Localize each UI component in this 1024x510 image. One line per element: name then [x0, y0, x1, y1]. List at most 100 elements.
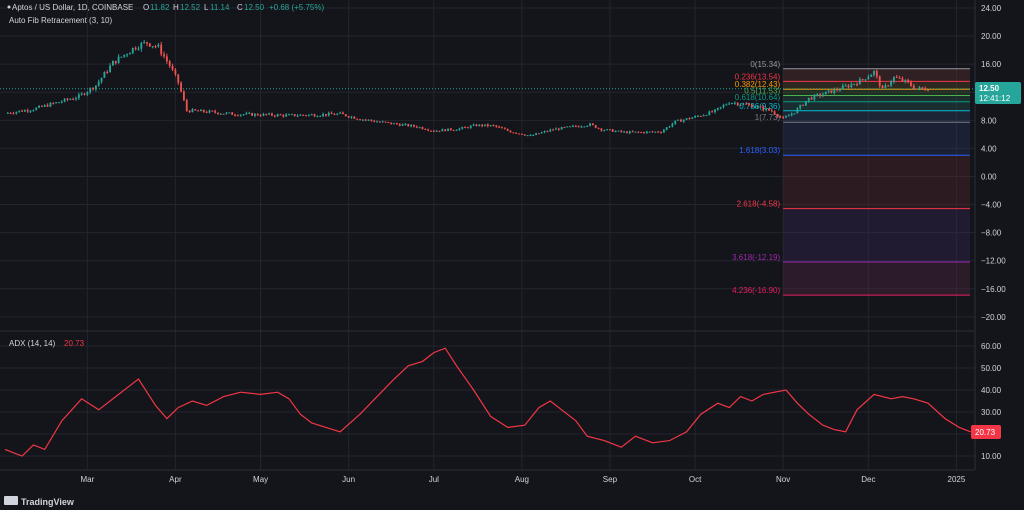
candle-body [540, 132, 543, 134]
candle-body [750, 104, 753, 108]
fib-zone [783, 122, 970, 156]
candle-body [640, 132, 643, 134]
candle-body [109, 65, 112, 73]
candle-body [26, 110, 29, 112]
candle-body [359, 119, 361, 121]
candle-body [185, 100, 188, 111]
candle-body [586, 125, 589, 127]
change-value: +0.68 (+5.75%) [269, 3, 324, 12]
fib-level-label: 0.382(12.43) [735, 80, 781, 89]
time-tick-label: Nov [776, 475, 790, 484]
time-tick-label: Jul [429, 475, 439, 484]
fib-zone [783, 95, 970, 102]
low-label: L [204, 3, 209, 12]
candle-body [143, 42, 146, 44]
candle-body [165, 56, 168, 62]
time-tick-label: Sep [603, 475, 618, 484]
candle-body [574, 125, 577, 127]
candle-body [154, 46, 157, 48]
candle-body [182, 91, 185, 101]
candle-body [475, 124, 478, 127]
candle-body [884, 85, 887, 89]
candle-body [148, 43, 151, 47]
candle-body [307, 114, 310, 116]
tradingview-logo[interactable]: TradingView [4, 496, 75, 507]
candle-body [671, 123, 674, 127]
candle-body [35, 107, 38, 111]
candle-body [833, 89, 836, 93]
candle-body [234, 114, 236, 116]
candle-body [478, 124, 481, 127]
candle-body [43, 104, 46, 107]
candle-body [591, 123, 594, 126]
candle-body [333, 114, 336, 116]
candle-body [787, 115, 790, 117]
time-tick-label: Aug [515, 475, 529, 484]
candle-body [75, 98, 77, 100]
fib-level-label: 4.236(-16.90) [732, 286, 780, 295]
tradingview-logo-icon [4, 496, 18, 505]
candle-body [268, 113, 271, 115]
candle-body [875, 70, 878, 77]
candle-body [18, 110, 21, 112]
candle-body [151, 46, 154, 48]
open-label: O [143, 3, 149, 12]
candle-body [217, 112, 219, 115]
candle-body [438, 130, 441, 132]
high-label: H [173, 3, 179, 12]
fib-layer: 0(15.34) 0.236(13.54)0.382(12.43)0.5(11.5… [0, 60, 975, 296]
candle-body [648, 131, 651, 133]
candle-body [66, 98, 69, 100]
candle-body [549, 129, 552, 132]
candle-body [529, 135, 532, 137]
candle-body [131, 47, 134, 53]
candle-body [537, 133, 540, 135]
candle-body [89, 87, 92, 93]
candle-body [316, 116, 319, 118]
candle-body [918, 87, 921, 89]
candle-body [796, 108, 799, 114]
candle-body [72, 99, 75, 101]
candle-body [404, 124, 407, 126]
candle-body [134, 47, 137, 50]
candle-body [177, 74, 180, 83]
candle-body [32, 110, 35, 112]
candle-body [168, 61, 171, 67]
candle-body [830, 90, 833, 93]
adx-tag-box [971, 425, 1001, 439]
candle-body [799, 104, 802, 109]
candle-body [566, 126, 569, 128]
price-tick-label: 20.00 [981, 32, 1002, 41]
adx-line [4, 347, 971, 457]
candle-body [924, 88, 927, 91]
candle-body [424, 129, 427, 131]
candle-body [907, 79, 910, 83]
time-tick-label: Jun [342, 475, 355, 484]
fib-level-label: 0.786(9.36) [739, 102, 780, 111]
candle-body [211, 110, 214, 112]
symbol-title[interactable]: Aptos / US Dollar, 1D, COINBASE [12, 3, 133, 12]
candle-body [856, 83, 858, 85]
candle-body [441, 129, 444, 132]
candle-body [563, 127, 566, 129]
candle-body [69, 99, 72, 101]
candle-body [49, 102, 52, 107]
time-tick-label: Dec [861, 475, 875, 484]
indicator-title[interactable]: Auto Fib Retracement (3, 10) [9, 16, 112, 25]
candle-body [259, 115, 262, 117]
time-tick-label: Oct [689, 475, 702, 484]
candle-body [140, 42, 143, 49]
candle-body [705, 115, 708, 117]
candle-body [262, 113, 265, 116]
candle-body [850, 84, 853, 88]
adx-title[interactable]: ADX (14, 14) [9, 339, 56, 348]
candle-body [569, 126, 572, 128]
price-tag: 12.50 12:41:12 [975, 82, 1021, 104]
candle-body [55, 102, 58, 104]
candle-body [100, 77, 103, 82]
candle-body [614, 131, 617, 133]
candle-body [921, 87, 924, 89]
candle-body [188, 110, 191, 113]
candle-body [910, 82, 912, 86]
